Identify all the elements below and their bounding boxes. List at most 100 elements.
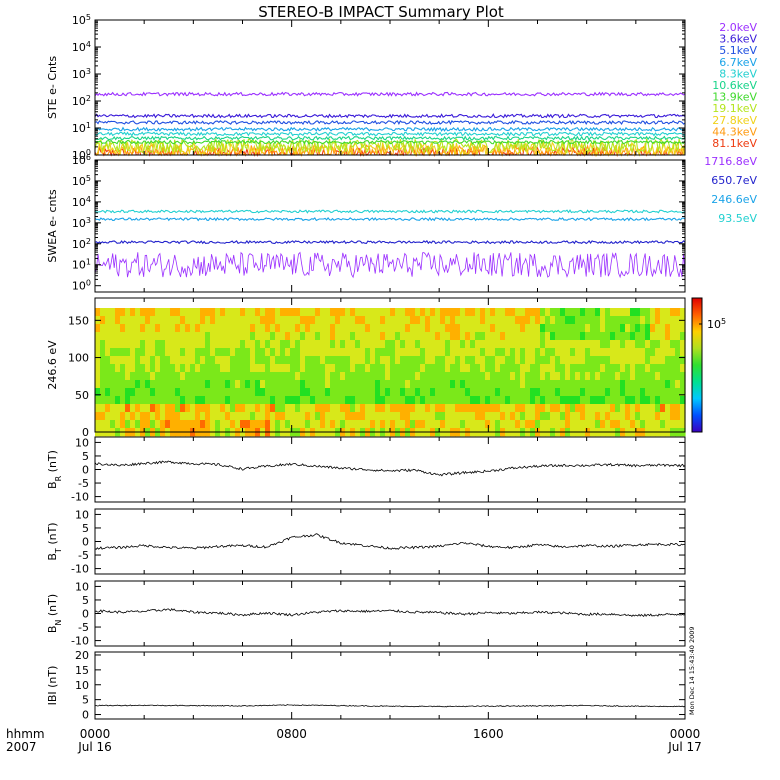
heatmap-cell — [165, 340, 171, 349]
heatmap-cell — [125, 356, 131, 365]
heatmap-cell — [260, 364, 266, 373]
heatmap-cell — [340, 404, 346, 413]
time-tick-hhmm: 0000 — [80, 727, 111, 741]
heatmap-cell — [220, 348, 226, 357]
heatmap-cell — [235, 340, 241, 349]
heatmap-cell — [415, 364, 421, 373]
heatmap-cell — [155, 332, 161, 341]
heatmap-cell — [500, 388, 506, 397]
heatmap-cell — [195, 380, 201, 389]
heatmap-cell — [425, 388, 431, 397]
br-ylabel-main: B — [46, 481, 59, 489]
heatmap-cell — [140, 412, 146, 421]
heatmap-cell — [185, 324, 191, 333]
heatmap-cell — [495, 356, 501, 365]
heatmap-cell — [595, 412, 601, 421]
heatmap-cell — [500, 340, 506, 349]
heatmap-cell — [280, 356, 286, 365]
heatmap-cell — [180, 348, 186, 357]
heatmap-cell — [585, 332, 591, 341]
heatmap-cell — [295, 340, 301, 349]
heatmap-cell — [150, 348, 156, 357]
heatmap-cell — [400, 364, 406, 373]
heatmap-cell — [660, 332, 666, 341]
heatmap-cell — [95, 412, 101, 421]
heatmap-cell — [495, 412, 501, 421]
heatmap-cell — [600, 396, 606, 405]
heatmap-cell — [350, 308, 356, 317]
heatmap-cell — [580, 364, 586, 373]
heatmap-cell — [585, 412, 591, 421]
heatmap-cell — [200, 324, 206, 333]
ytick-label: 0 — [82, 709, 89, 722]
br-series-line — [94, 460, 686, 477]
heatmap-cell — [360, 364, 366, 373]
heatmap-cell — [605, 388, 611, 397]
heatmap-cell — [680, 340, 686, 349]
heatmap-cell — [300, 380, 306, 389]
heatmap-cell — [340, 348, 346, 357]
heatmap-cell — [605, 420, 611, 429]
heatmap-cell — [305, 348, 311, 357]
heatmap-cell — [475, 380, 481, 389]
bn-frame — [94, 580, 686, 647]
heatmap-cell — [110, 364, 116, 373]
heatmap-cell — [400, 356, 406, 365]
heatmap-cell — [530, 388, 536, 397]
plot-title: STEREO-B IMPACT Summary Plot — [258, 3, 504, 21]
heatmap-cell — [620, 420, 626, 429]
heatmap-cell — [365, 348, 371, 357]
heatmap-cell — [505, 372, 511, 381]
heatmap-cell — [475, 412, 481, 421]
heatmap-cell — [300, 316, 306, 325]
heatmap-cell — [375, 396, 381, 405]
heatmap-cell — [140, 332, 146, 341]
heatmap-cell — [430, 388, 436, 397]
heatmap-cell — [295, 324, 301, 333]
heatmap-cell — [670, 308, 676, 317]
heatmap-cell — [405, 372, 411, 381]
heatmap-cell — [100, 340, 106, 349]
heatmap-cell — [155, 348, 161, 357]
heatmap-cell — [285, 372, 291, 381]
heatmap-cell — [95, 308, 101, 317]
legend-entry-13.9keV: 13.9keV — [712, 91, 757, 104]
ytick-label: 0 — [82, 464, 89, 477]
heatmap-cell — [200, 412, 206, 421]
heatmap-cell — [600, 332, 606, 341]
heatmap-cell — [600, 348, 606, 357]
heatmap-cell — [135, 348, 141, 357]
heatmap-cell — [545, 340, 551, 349]
heatmap-cell — [220, 380, 226, 389]
ytick-label: -5 — [78, 621, 89, 634]
heatmap-cell — [235, 316, 241, 325]
heatmap-cell — [420, 332, 426, 341]
heatmap-cell — [505, 308, 511, 317]
heatmap-cell — [620, 388, 626, 397]
heatmap-cell — [130, 340, 136, 349]
heatmap-cell — [160, 372, 166, 381]
heatmap-cell — [130, 356, 136, 365]
heatmap-cell — [245, 404, 251, 413]
heatmap-cell — [340, 332, 346, 341]
heatmap-cell — [585, 308, 591, 317]
heatmap-cell — [450, 356, 456, 365]
heatmap-cell — [625, 316, 631, 325]
heatmap-cell — [670, 404, 676, 413]
heatmap-cell — [210, 316, 216, 325]
heatmap-cell — [265, 356, 271, 365]
heatmap-cell — [410, 388, 416, 397]
heatmap-cell — [155, 340, 161, 349]
heatmap-cell — [395, 340, 401, 349]
heatmap-cell — [325, 412, 331, 421]
heatmap-cell — [350, 372, 356, 381]
heatmap-cell — [535, 420, 541, 429]
heatmap-cell — [600, 412, 606, 421]
heatmap-cell — [530, 372, 536, 381]
heatmap-cell — [310, 364, 316, 373]
heatmap-cell — [310, 308, 316, 317]
heatmap-cell — [665, 340, 671, 349]
heatmap-cell — [505, 420, 511, 429]
heatmap-cell — [670, 364, 676, 373]
